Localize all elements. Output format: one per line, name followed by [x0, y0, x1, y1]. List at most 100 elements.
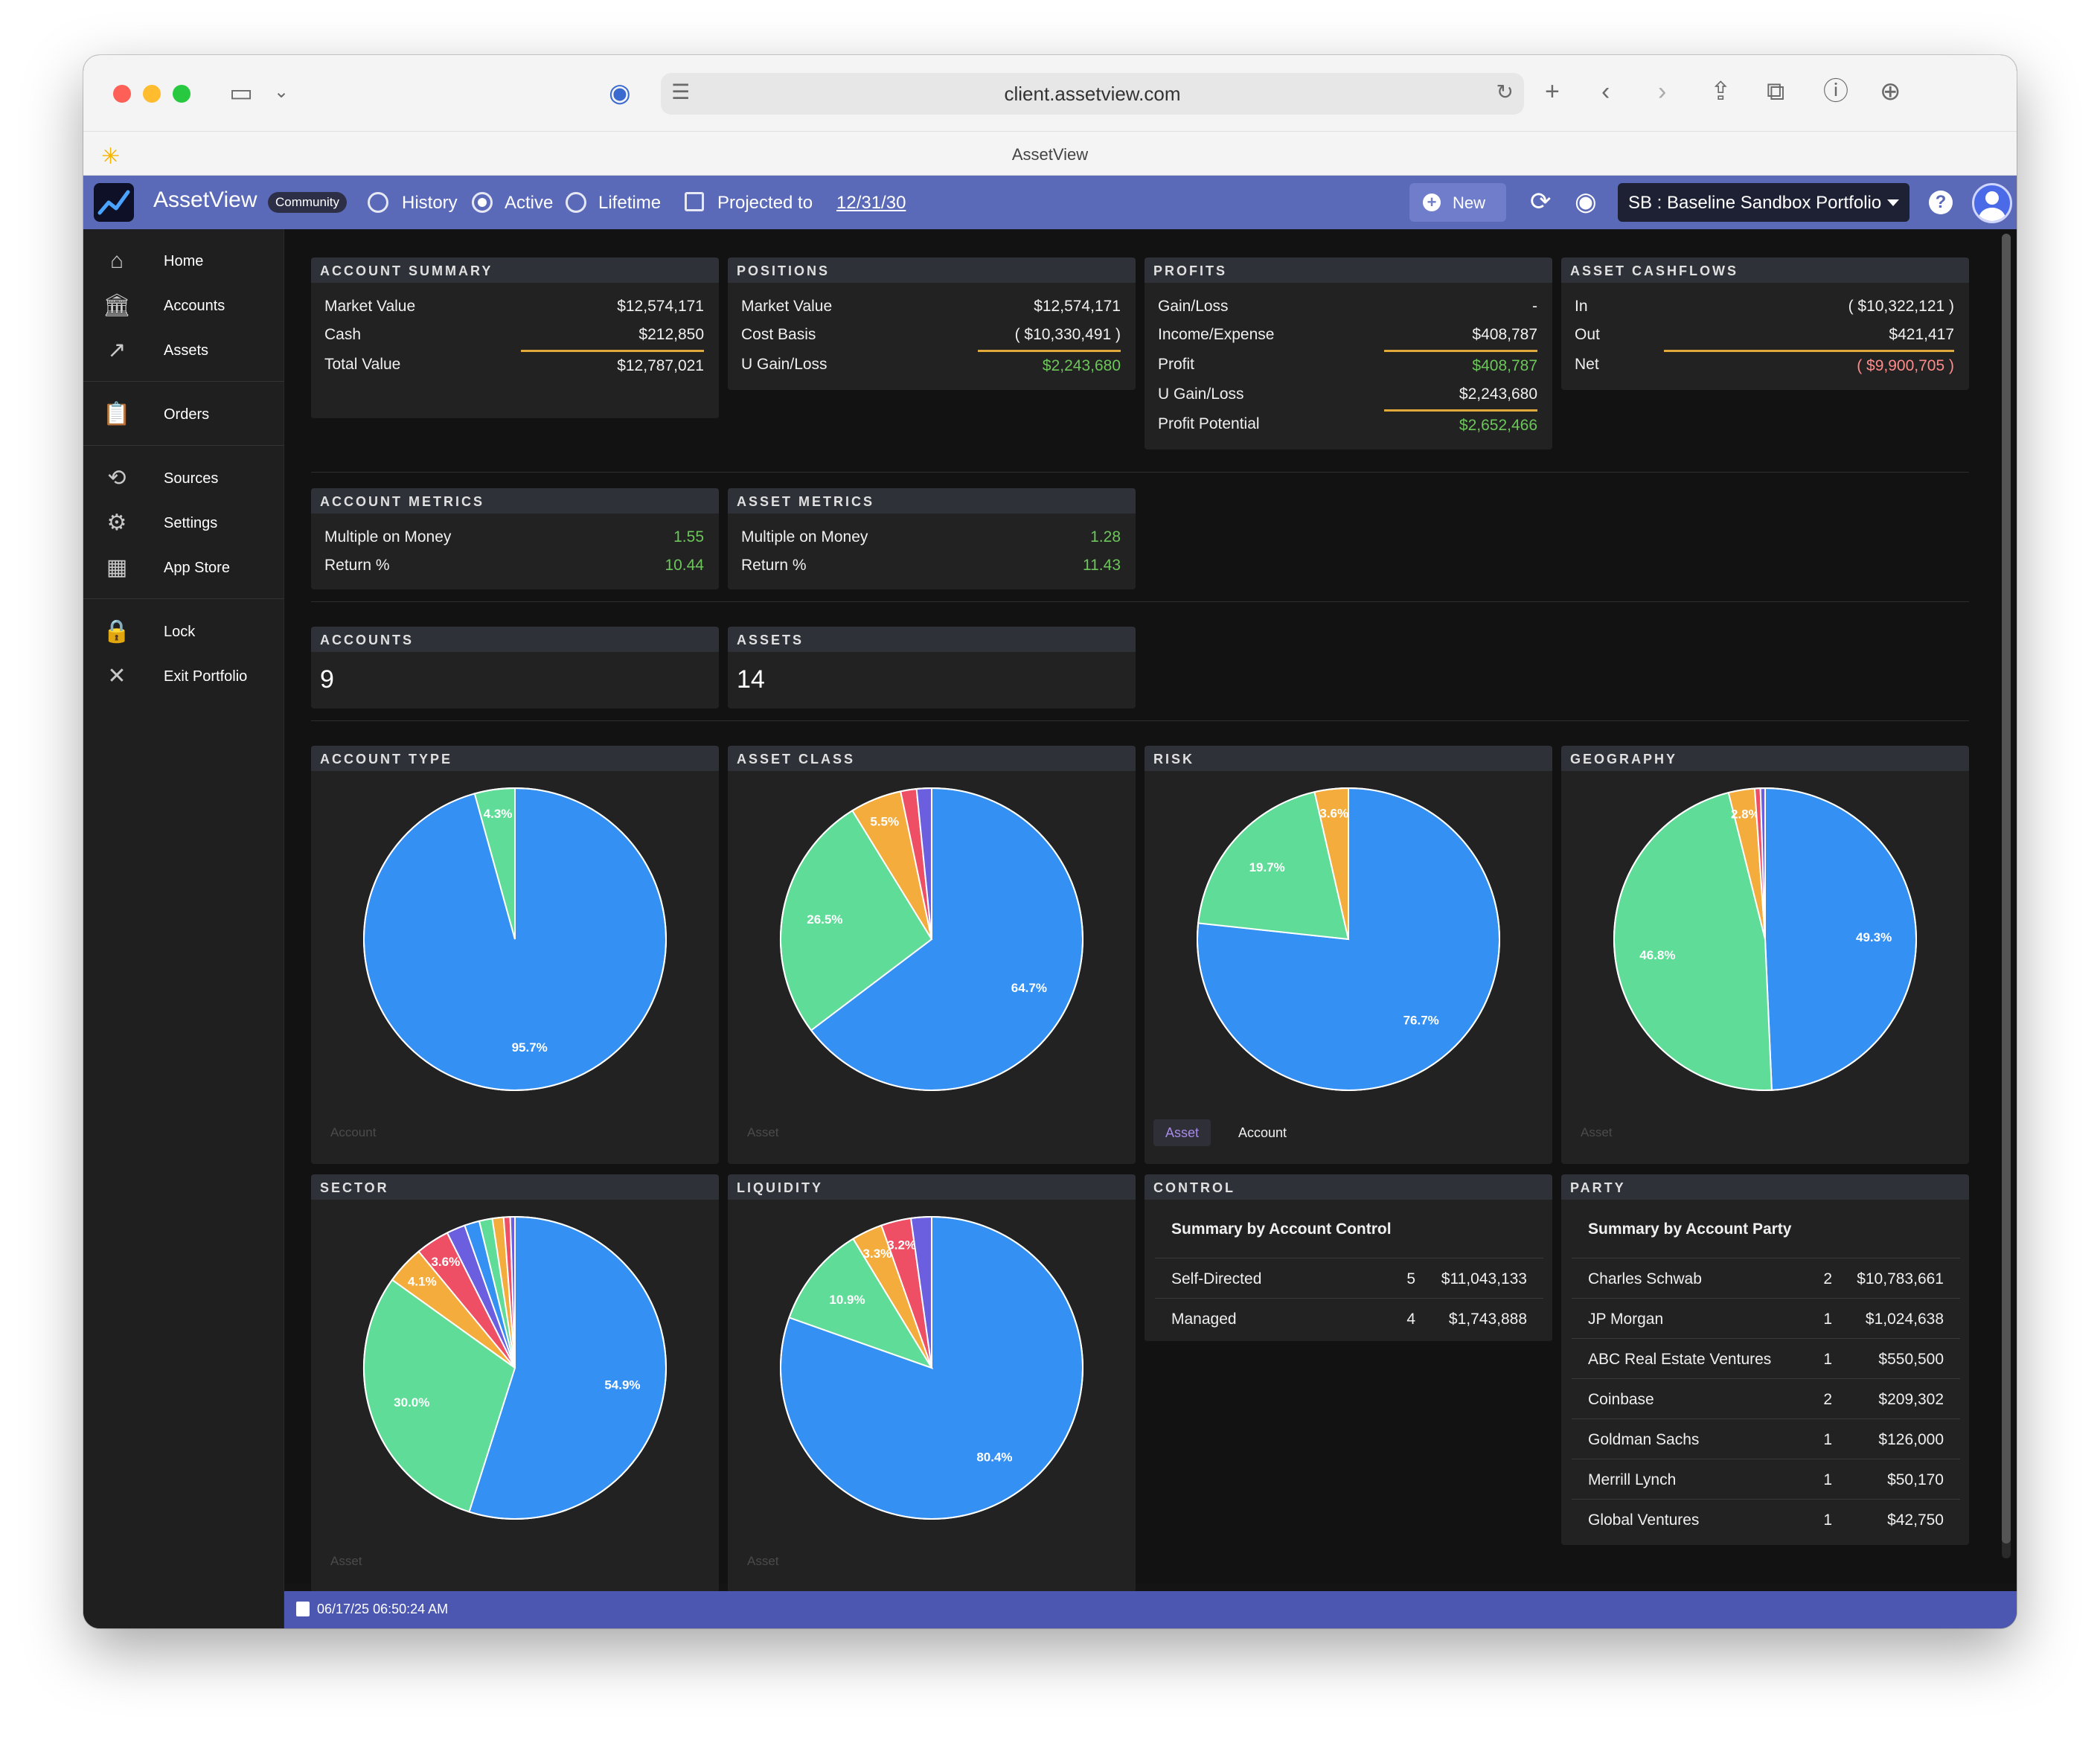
assets-count-card[interactable]: ASSETS 14: [728, 627, 1136, 708]
sidebar-item-assets[interactable]: ↗ Assets: [83, 329, 284, 374]
pie-slice-label: 3.6%: [431, 1255, 460, 1269]
table-row[interactable]: Managed 4 $1,743,888: [1155, 1298, 1543, 1338]
mode-label-active[interactable]: Active: [505, 193, 554, 213]
sidebar-item-home[interactable]: ⌂ Home: [83, 240, 284, 284]
geography-pie[interactable]: 49.3% 46.8% 2.8%: [1561, 771, 1969, 1106]
liquidity-chart-card: LIQUIDITY 80.4% 10.9% 3.3% 3.2% Asset: [728, 1174, 1136, 1593]
projected-label: Projected to: [717, 193, 813, 213]
refresh-icon[interactable]: ⟳: [1530, 188, 1552, 216]
risk-pie[interactable]: 76.7% 19.7% 3.6%: [1145, 771, 1552, 1106]
row-amount: $50,170: [1887, 1471, 1944, 1488]
info-icon[interactable]: ⓘ: [1823, 77, 1848, 106]
projected-checkbox[interactable]: [685, 192, 704, 211]
asset-class-pie[interactable]: 64.7% 26.5% 5.5%: [728, 771, 1136, 1106]
control-summary-title: Summary by Account Control: [1171, 1221, 1392, 1238]
mode-radio-active[interactable]: [472, 192, 493, 213]
sidebar-item-orders[interactable]: 📋 Orders: [83, 393, 284, 438]
sidebar-item-sources[interactable]: ⟲ Sources: [83, 457, 284, 502]
assets-count: 14: [737, 665, 765, 694]
row-name: Self-Directed: [1171, 1270, 1262, 1287]
new-tab-icon[interactable]: +: [1545, 77, 1560, 106]
edition-badge: Community: [268, 192, 347, 213]
tab-bar: ✳ AssetView: [83, 131, 2017, 176]
status-bar: 06/17/25 06:50:24 AM: [284, 1591, 2017, 1628]
portfolio-name: SB : Baseline Sandbox Portfolio: [1628, 193, 1882, 213]
pie-slice-label: 95.7%: [512, 1040, 548, 1055]
projected-date-link[interactable]: 12/31/30: [836, 193, 906, 213]
chevron-down-icon[interactable]: ⌄: [274, 82, 289, 102]
card-title: ASSETS: [737, 633, 804, 647]
mode-label-history[interactable]: History: [402, 193, 458, 213]
mode-radio-history[interactable]: [368, 192, 388, 213]
row-label: Gain/Loss: [1158, 298, 1229, 315]
account-summary-card: ACCOUNT SUMMARY Market Value $12,574,171…: [311, 257, 719, 418]
accounts-count-card[interactable]: ACCOUNTS 9: [311, 627, 719, 708]
sector-chart-card: SECTOR 54.9% 30.0% 4.1% 3.6% Asset: [311, 1174, 719, 1593]
pie-outline: [363, 787, 667, 1091]
sidebar-item-settings[interactable]: ⚙ Settings: [83, 502, 284, 546]
table-row[interactable]: ABC Real Estate Ventures 1 $550,500: [1572, 1338, 1960, 1378]
widgets-icon: ▦: [106, 555, 128, 580]
table-row[interactable]: Goldman Sachs 1 $126,000: [1572, 1418, 1960, 1459]
help-icon[interactable]: ?: [1929, 191, 1953, 214]
mode-label-lifetime[interactable]: Lifetime: [598, 193, 662, 213]
sidebar-divider: [83, 381, 284, 382]
scrollbar[interactable]: [2002, 234, 2011, 1558]
sidebar-toggle-icon[interactable]: ▭: [229, 79, 254, 107]
downloads-icon[interactable]: ⊕: [1880, 77, 1901, 106]
logo-icon[interactable]: [94, 183, 134, 222]
page-menu-icon[interactable]: ☰: [671, 80, 691, 103]
row-label: Total Value: [324, 356, 401, 373]
back-icon[interactable]: ‹: [1601, 77, 1610, 106]
eye-icon[interactable]: ◉: [1575, 188, 1597, 216]
row-name: Managed: [1171, 1311, 1237, 1328]
section-divider: [311, 472, 1969, 473]
row-label: U Gain/Loss: [741, 356, 827, 373]
risk-toggle-account[interactable]: Account: [1238, 1125, 1287, 1140]
mode-radio-lifetime[interactable]: [566, 192, 586, 213]
tab-title[interactable]: AssetView: [1011, 145, 1089, 164]
portfolio-select[interactable]: SB : Baseline Sandbox Portfolio: [1618, 183, 1909, 222]
maximize-window-button[interactable]: [173, 85, 191, 103]
risk-toggle-asset[interactable]: Asset: [1153, 1119, 1211, 1146]
sidebar-item-lock[interactable]: 🔒 Lock: [83, 610, 284, 655]
avatar[interactable]: [1972, 183, 2012, 223]
liquidity-pie[interactable]: 80.4% 10.9% 3.3%3.2%: [728, 1200, 1136, 1535]
sidebar-item-exit-portfolio[interactable]: ✕ Exit Portfolio: [83, 655, 284, 700]
sidebar-item-label: Accounts: [164, 298, 225, 314]
url-text: client.assetview.com: [1004, 83, 1181, 105]
row-value: -: [1532, 298, 1537, 315]
row-value: ( $10,322,121 ): [1848, 298, 1954, 315]
scrollbar-thumb[interactable]: [2002, 234, 2011, 1544]
sector-pie[interactable]: 54.9% 30.0% 4.1% 3.6%: [311, 1200, 719, 1535]
row-amount: $550,500: [1878, 1351, 1944, 1368]
row-name: Merrill Lynch: [1588, 1471, 1677, 1488]
browser-window: ▭ ⌄ ◉ ☰ client.assetview.com ↻ + ‹ › ⇪ ⧉…: [83, 55, 2017, 1628]
table-row[interactable]: JP Morgan 1 $1,024,638: [1572, 1298, 1960, 1338]
card-title: ACCOUNT METRICS: [320, 494, 484, 509]
row-value: $408,787: [1472, 326, 1537, 343]
asset-metrics-card: ASSET METRICS Multiple on Money 1.28 Ret…: [728, 488, 1136, 589]
account-type-pie[interactable]: 95.7% 4.3%: [311, 771, 719, 1106]
address-bar[interactable]: ☰ client.assetview.com ↻: [661, 73, 1524, 115]
password-manager-icon[interactable]: ◉: [609, 79, 631, 107]
minimize-window-button[interactable]: [143, 85, 161, 103]
sidebar-item-app-store[interactable]: ▦ App Store: [83, 546, 284, 591]
row-count: 1: [1823, 1512, 1832, 1529]
table-row[interactable]: Charles Schwab 2 $10,783,661: [1572, 1258, 1960, 1298]
sidebar-item-accounts[interactable]: 🏛 Accounts: [83, 284, 284, 329]
new-button[interactable]: + New: [1409, 183, 1506, 222]
close-window-button[interactable]: [113, 85, 131, 103]
table-row[interactable]: Self-Directed 5 $11,043,133: [1155, 1258, 1543, 1298]
card-title: LIQUIDITY: [737, 1180, 823, 1195]
sidebar-item-label: Assets: [164, 342, 209, 359]
row-label: Profit: [1158, 356, 1195, 373]
table-row[interactable]: Merrill Lynch 1 $50,170: [1572, 1459, 1960, 1499]
share-icon[interactable]: ⇪: [1710, 77, 1732, 106]
pie-slice[interactable]: [1764, 787, 1918, 1091]
table-row[interactable]: Coinbase 2 $209,302: [1572, 1378, 1960, 1418]
tabs-overview-icon[interactable]: ⧉: [1767, 77, 1785, 106]
forward-icon[interactable]: ›: [1658, 77, 1667, 106]
reload-icon[interactable]: ↻: [1496, 80, 1514, 103]
table-row[interactable]: Global Ventures 1 $42,750: [1572, 1499, 1960, 1539]
